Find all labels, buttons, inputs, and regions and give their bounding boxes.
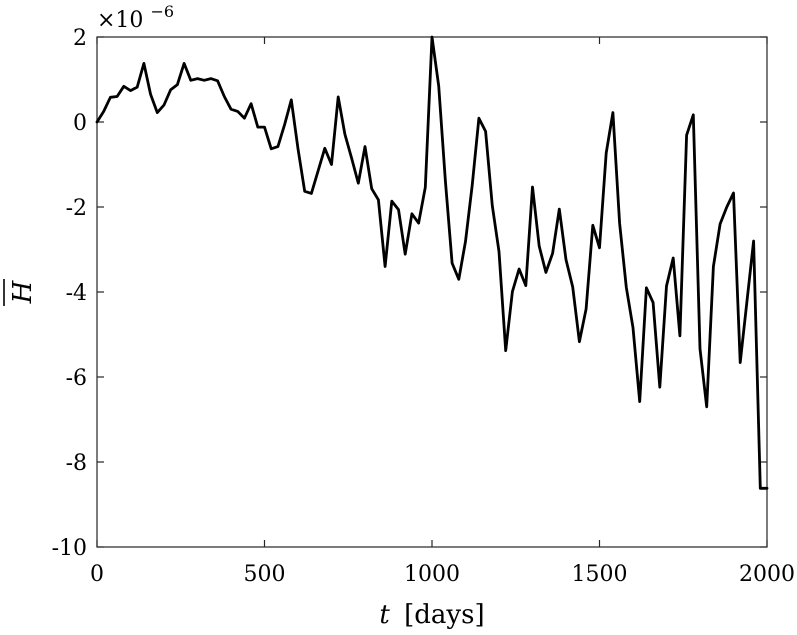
y-tick-label: -6	[66, 366, 87, 391]
y-tick-label: 0	[73, 111, 87, 136]
y-tick-label: 2	[73, 26, 87, 51]
x-tick-label: 1000	[404, 562, 460, 587]
x-ticks: 0 500 1000 1500 2000	[90, 37, 795, 587]
x-tick-label: 0	[90, 562, 104, 587]
series-line	[95, 35, 769, 490]
y-tick-label: -10	[52, 536, 87, 561]
y-tick-label: -8	[66, 451, 87, 476]
x-tick-label: 500	[244, 562, 286, 587]
y-multiplier-exponent: −6	[150, 2, 174, 21]
y-tick-label: -4	[66, 281, 87, 306]
y-axis-multiplier: ×10 −6	[97, 2, 174, 33]
y-axis-title-text: H	[8, 279, 38, 304]
y-tick-label: -2	[66, 196, 87, 221]
y-multiplier-base: ×10	[97, 8, 143, 33]
x-axis-variable: t	[379, 600, 390, 630]
plot-area: 0 500 1000 1500 2000 2 0 -2 -4 -6 -8 -10	[52, 26, 795, 587]
y-ticks: 2 0 -2 -4 -6 -8 -10	[52, 26, 767, 561]
x-axis-title: t [days]	[379, 600, 484, 630]
x-tick-label: 2000	[739, 562, 795, 587]
x-tick-label: 1500	[572, 562, 628, 587]
y-axis-title: H	[3, 279, 38, 306]
x-axis-unit: [days]	[404, 600, 484, 630]
